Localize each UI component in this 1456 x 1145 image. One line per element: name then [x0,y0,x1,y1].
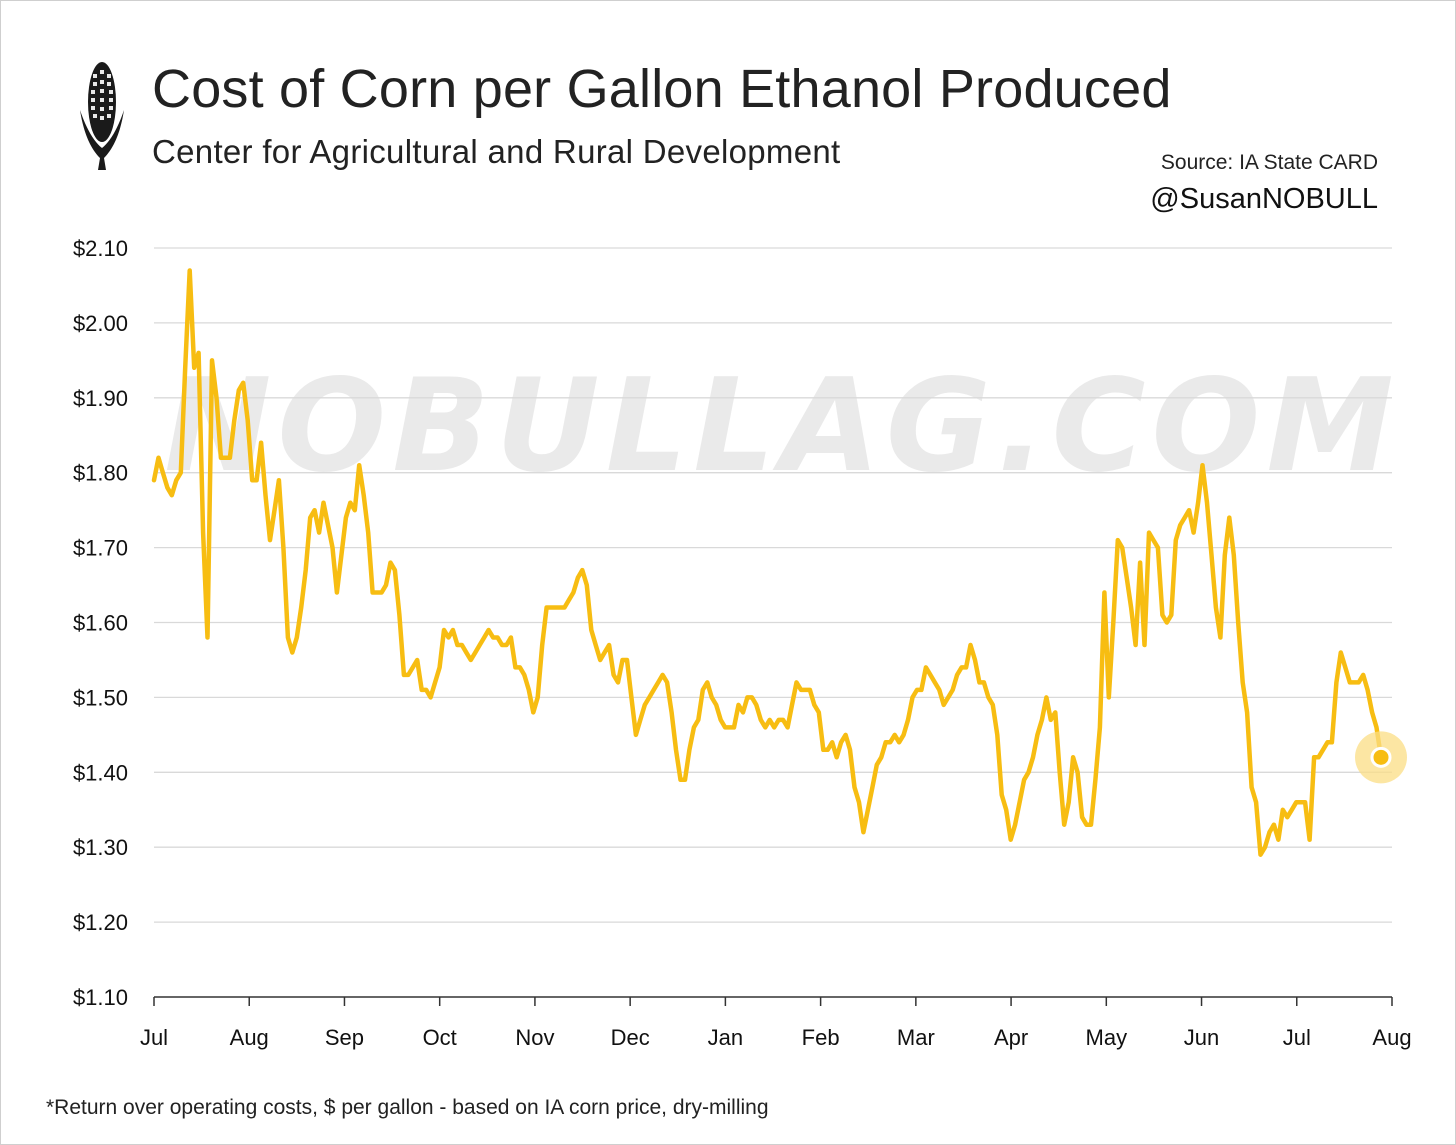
y-tick-label: $1.10 [73,985,128,1010]
y-tick-label: $2.00 [73,311,128,336]
footnote: *Return over operating costs, $ per gall… [46,1096,769,1119]
x-tick-label: Oct [423,1025,457,1050]
x-tick-label: May [1086,1025,1128,1050]
x-tick-label: Jan [708,1025,743,1050]
author-handle[interactable]: @SusanNOBULL [1150,183,1378,215]
y-tick-label: $1.30 [73,835,128,860]
x-tick-label: Aug [230,1025,269,1050]
source-label: Source: IA State CARD [1160,151,1378,174]
y-tick-label: $1.40 [73,760,128,785]
y-axis-ticks: $1.10 $1.20 $1.30 $1.40 $1.50 $1.60 $1.70 $1.80… [73,236,128,1010]
y-tick-label: $1.90 [73,386,128,411]
y-tick-label: $2.10 [73,236,128,261]
chart-title: Cost of Corn per Gallon Ethanol Produced [152,59,1172,119]
x-tick-label: Jul [140,1025,168,1050]
x-tick-label: Jun [1184,1025,1219,1050]
gridlines [154,247,1392,923]
y-tick-label: $1.80 [73,461,128,486]
last-point-marker[interactable] [1370,746,1392,768]
chart-subtitle: Center for Agricultural and Rural Develo… [152,133,841,170]
y-tick-label: $1.70 [73,536,128,561]
y-tick-label: $1.20 [73,910,128,935]
x-tick-label: Feb [802,1025,840,1050]
x-tick-label: Dec [611,1025,650,1050]
x-tick-label: Sep [325,1025,364,1050]
x-tick-label: Mar [897,1025,935,1050]
watermark: NOBULLAG.COM [164,352,1399,501]
x-tick-label: Apr [994,1025,1028,1050]
series-layer [151,268,1407,857]
y-tick-label: $1.50 [73,685,128,710]
x-tick-label: Nov [515,1025,554,1050]
x-tick-label: Jul [1283,1025,1311,1050]
x-axis: Jul Aug Sep Oct Nov Dec Jan Feb Mar Apr May Jun Jul A… [140,996,1412,1050]
series-line [151,268,1384,857]
x-tick-label: Aug [1372,1025,1411,1050]
y-tick-label: $1.60 [73,611,128,636]
corn-cob-icon [80,62,124,170]
